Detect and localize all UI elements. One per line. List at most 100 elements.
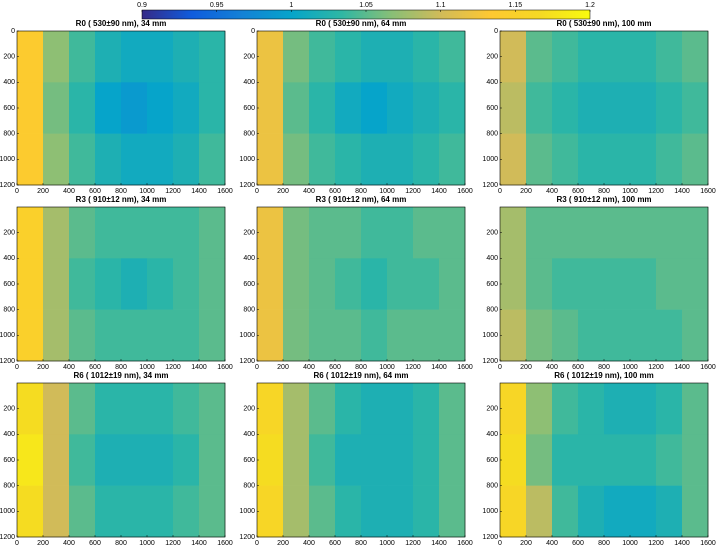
heatmap-cell [630, 82, 657, 134]
x-tick-label: 1600 [457, 188, 473, 195]
heatmap-cell [656, 207, 683, 259]
heatmap-cell [682, 133, 709, 186]
y-tick-label: 400 [243, 255, 255, 262]
heatmap-cell [682, 31, 709, 83]
panel-title: R6 ( 1012±19 nm), 34 mm [73, 371, 168, 380]
heatmap-cell [387, 309, 414, 362]
heatmap-cell [552, 309, 579, 362]
y-tick-label: 800 [3, 483, 15, 490]
heatmap-cell [361, 31, 388, 83]
colorbar-tick-label: 0.9 [137, 2, 147, 9]
x-tick-label: 0 [498, 364, 502, 371]
y-tick-label: 1000 [482, 508, 498, 515]
x-tick-label: 600 [572, 188, 584, 195]
colorbar-tick-label: 1.05 [359, 2, 373, 9]
x-tick-label: 800 [355, 364, 367, 371]
heatmap-cell [604, 31, 631, 83]
heatmap-cell [309, 258, 336, 310]
y-tick-label: 600 [243, 281, 255, 288]
x-tick-label: 0 [498, 540, 502, 547]
heatmap-cell [121, 309, 148, 362]
heatmap-cell [526, 383, 553, 435]
heatmap-cell [361, 309, 388, 362]
heatmap-cell [500, 31, 527, 83]
heatmap-cell [500, 383, 527, 435]
panel-title: R3 ( 910±12 nm), 64 mm [316, 195, 407, 204]
x-tick-label: 1000 [139, 540, 155, 547]
x-tick-label: 400 [303, 188, 315, 195]
x-tick-label: 1400 [191, 364, 207, 371]
heatmap-cell [17, 383, 44, 435]
x-tick-label: 200 [520, 364, 532, 371]
y-tick-label: 800 [243, 131, 255, 138]
y-tick-label: 200 [486, 406, 498, 413]
y-tick-label: 400 [243, 79, 255, 86]
heatmap-cell [361, 434, 388, 486]
heatmap-cell [199, 82, 226, 134]
x-tick-label: 1200 [165, 364, 181, 371]
y-tick-label: 200 [486, 230, 498, 237]
heatmap-cell [439, 31, 466, 83]
heatmap-cell [17, 82, 44, 134]
heatmap-cell [199, 485, 226, 538]
x-tick-label: 1400 [191, 188, 207, 195]
heatmap-cell [283, 434, 310, 486]
x-tick-label: 800 [115, 540, 127, 547]
heatmap-cell [526, 258, 553, 310]
y-tick-label: 400 [3, 79, 15, 86]
x-tick-label: 400 [303, 540, 315, 547]
x-tick-label: 1000 [139, 188, 155, 195]
y-tick-label: 1200 [482, 182, 498, 189]
heatmap-cell [257, 258, 284, 310]
heatmap-cell [69, 31, 96, 83]
heatmap-cell [147, 434, 174, 486]
y-tick-label: 1000 [239, 332, 255, 339]
y-tick-label: 1200 [0, 534, 15, 541]
heatmap-cell [95, 82, 122, 134]
heatmap-cell [335, 309, 362, 362]
heatmap-cell [95, 309, 122, 362]
heatmap-cell [17, 31, 44, 83]
x-tick-label: 200 [277, 540, 289, 547]
heatmap-cell [309, 133, 336, 186]
heatmap-cell [526, 207, 553, 259]
heatmap-cell [257, 309, 284, 362]
y-tick-label: 200 [3, 406, 15, 413]
colorbar-tick-label: 1.2 [585, 2, 595, 9]
heatmap-cell [43, 434, 70, 486]
x-tick-label: 0 [15, 188, 19, 195]
x-tick-label: 600 [572, 364, 584, 371]
panel-title: R0 ( 530±90 nm), 34 mm [76, 19, 167, 28]
x-tick-label: 1000 [622, 364, 638, 371]
heatmap-cell [121, 434, 148, 486]
heatmap-cell [335, 434, 362, 486]
heatmap-cell [257, 383, 284, 435]
x-tick-label: 1400 [674, 364, 690, 371]
x-tick-label: 1200 [405, 364, 421, 371]
heatmap-cell [147, 258, 174, 310]
y-tick-label: 400 [3, 431, 15, 438]
heatmap-cell [682, 207, 709, 259]
heatmap-cell [199, 434, 226, 486]
y-tick-label: 600 [243, 105, 255, 112]
x-tick-label: 400 [546, 364, 558, 371]
heatmap-cell [257, 485, 284, 538]
x-tick-label: 0 [255, 188, 259, 195]
heatmap-cell [283, 485, 310, 538]
heatmap-cell [121, 31, 148, 83]
colorbar-tick-label: 1 [289, 2, 293, 9]
heatmap-cell [604, 434, 631, 486]
heatmap-cell [682, 434, 709, 486]
heatmap-cell [578, 383, 605, 435]
heatmap-cell [387, 258, 414, 310]
y-tick-label: 400 [3, 255, 15, 262]
heatmap-cell [335, 82, 362, 134]
x-tick-label: 400 [63, 188, 75, 195]
heatmap-cell [630, 258, 657, 310]
heatmap-cell [413, 207, 440, 259]
x-tick-label: 1200 [405, 188, 421, 195]
x-tick-label: 1400 [674, 540, 690, 547]
heatmap-cell [682, 485, 709, 538]
heatmap-cell [630, 207, 657, 259]
y-tick-label: 400 [486, 79, 498, 86]
